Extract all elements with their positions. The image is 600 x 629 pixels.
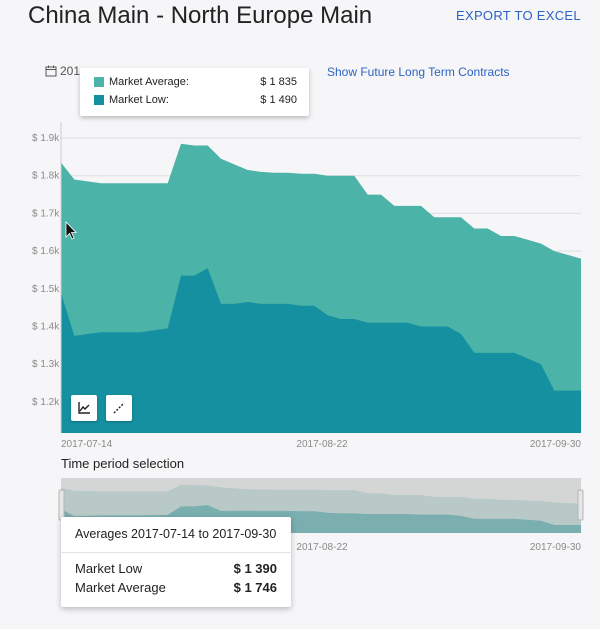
averages-divider — [61, 552, 291, 553]
averages-value: $ 1 390 — [233, 561, 277, 576]
averages-header: Averages 2017-07-14 to 2017-09-30 — [75, 527, 277, 541]
averages-row-market-average: Market Average $ 1 746 — [75, 580, 277, 595]
x-tick-label: 2017-08-22 — [296, 439, 348, 450]
y-tick-label: $ 1.5k — [32, 284, 60, 295]
legend-label: Market Average: — [109, 76, 189, 88]
legend-value: $ 1 490 — [260, 94, 297, 106]
trend-line-button[interactable] — [106, 395, 132, 421]
averages-card: Averages 2017-07-14 to 2017-09-30 Market… — [61, 517, 291, 607]
show-future-contracts-link[interactable]: Show Future Long Term Contracts — [327, 65, 510, 79]
price-area-chart[interactable]: $ 1.9k $ 1.8k $ 1.7k $ 1.6k $ 1.5k $ 1.4k $ 1.… — [0, 0, 600, 460]
averages-row-market-low: Market Low $ 1 390 — [75, 561, 277, 576]
page-title: China Main - North Europe Main — [28, 2, 373, 29]
mouse-cursor — [65, 221, 77, 240]
y-tick-label: $ 1.2k — [32, 397, 60, 408]
navigator-left-handle[interactable] — [58, 489, 65, 521]
series-area-market-low[interactable] — [61, 268, 581, 433]
y-tick-label: $ 1.3k — [32, 359, 60, 370]
x-tick-label: 2017-09-30 — [530, 439, 582, 450]
time-period-selection-label: Time period selection — [61, 456, 185, 471]
navigator-right-handle[interactable] — [577, 489, 584, 521]
legend-label: Market Low: — [109, 94, 169, 106]
calendar-icon — [45, 65, 57, 77]
x-tick-label: 2017-07-14 — [61, 439, 113, 450]
y-tick-label: $ 1.4k — [32, 322, 60, 333]
legend-swatch-market-average — [94, 77, 104, 87]
legend-item-market-average: Market Average: $ 1 835 — [94, 75, 297, 89]
legend-item-market-low: Market Low: $ 1 490 — [94, 93, 297, 107]
legend-swatch-market-low — [94, 95, 104, 105]
y-tick-label: $ 1.6k — [32, 246, 60, 257]
y-tick-label: $ 1.7k — [32, 208, 60, 219]
averages-value: $ 1 746 — [233, 580, 277, 595]
date-picker[interactable]: 201 — [45, 64, 80, 78]
averages-label: Market Low — [75, 561, 143, 576]
y-tick-label: $ 1.8k — [32, 171, 60, 182]
chart-legend: Market Average: $ 1 835 Market Low: $ 1 … — [80, 68, 309, 116]
navigator-x-tick-label: 2017-08-22 — [296, 542, 348, 553]
chart-type-button[interactable] — [71, 395, 97, 421]
legend-value: $ 1 835 — [260, 76, 297, 88]
date-range-text: 201 — [60, 64, 81, 78]
trend-line-icon — [113, 402, 125, 414]
navigator-x-tick-label: 2017-09-30 — [530, 542, 582, 553]
export-to-excel-button[interactable]: EXPORT TO EXCEL — [456, 8, 581, 23]
chart-type-icon — [78, 402, 90, 414]
averages-label: Market Average — [75, 580, 166, 595]
y-tick-label: $ 1.9k — [32, 133, 60, 144]
